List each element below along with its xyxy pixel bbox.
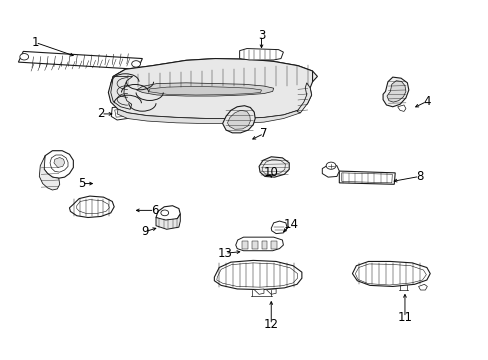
Polygon shape [296,83,311,113]
Text: 11: 11 [397,311,411,324]
Circle shape [20,54,29,60]
Polygon shape [222,106,255,133]
Polygon shape [397,105,405,111]
Polygon shape [39,156,60,190]
Polygon shape [214,260,301,290]
Text: 3: 3 [257,29,264,42]
Text: 1: 1 [32,36,39,49]
Polygon shape [117,109,300,123]
Polygon shape [322,165,339,177]
Polygon shape [382,77,408,107]
Polygon shape [111,107,129,120]
Polygon shape [339,171,394,184]
Text: 8: 8 [415,170,422,183]
Polygon shape [235,237,283,251]
Polygon shape [156,214,180,229]
Polygon shape [111,59,317,88]
Polygon shape [259,157,288,177]
Circle shape [325,162,335,169]
Polygon shape [254,289,264,294]
Circle shape [131,61,140,67]
Polygon shape [386,81,405,102]
Text: 5: 5 [78,177,85,190]
Polygon shape [261,241,267,249]
Text: 12: 12 [263,318,278,331]
Polygon shape [271,241,277,249]
Text: 6: 6 [150,204,158,217]
Polygon shape [227,111,250,129]
Polygon shape [352,261,429,287]
Text: 13: 13 [217,247,232,260]
Polygon shape [242,241,247,249]
Text: 4: 4 [422,95,430,108]
Circle shape [161,210,168,216]
Text: 10: 10 [263,166,278,179]
Text: 9: 9 [141,225,148,238]
Polygon shape [239,49,283,60]
Polygon shape [50,155,68,172]
Polygon shape [108,59,312,118]
Polygon shape [266,289,276,294]
Text: 7: 7 [260,127,267,140]
Polygon shape [115,109,125,117]
Polygon shape [54,157,64,167]
Polygon shape [19,51,142,69]
Polygon shape [69,196,114,217]
Text: 14: 14 [283,218,298,231]
Polygon shape [418,284,427,290]
Polygon shape [271,221,287,234]
Polygon shape [149,86,261,95]
Text: 2: 2 [97,107,104,120]
Polygon shape [111,76,132,109]
Polygon shape [156,206,180,221]
Polygon shape [136,83,273,96]
Polygon shape [42,151,73,178]
Polygon shape [251,241,257,249]
